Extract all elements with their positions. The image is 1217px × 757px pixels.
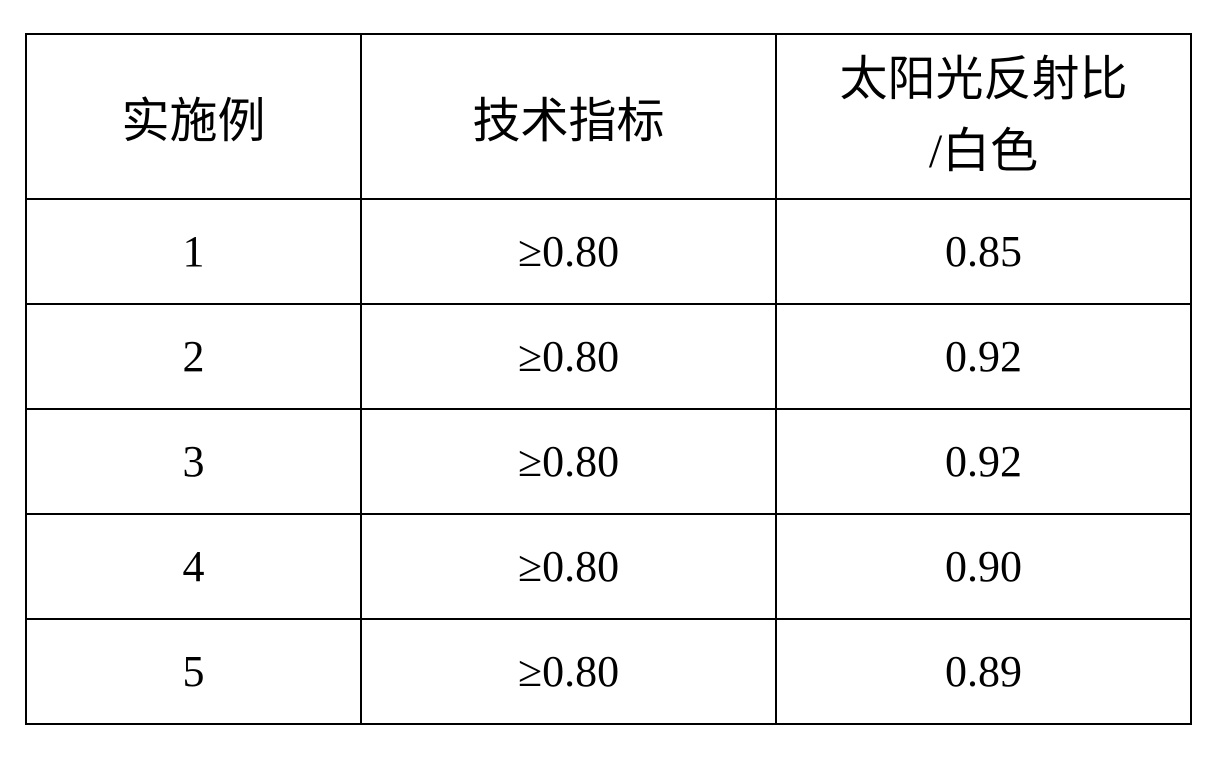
cell-spec: ≥0.80 (361, 514, 776, 619)
header-label-line1: 太阳光反射比 (839, 53, 1127, 106)
header-label: 实施例 (121, 95, 265, 148)
table-body: 1 ≥0.80 0.85 2 ≥0.80 0.92 3 ≥0.80 0.92 4… (26, 199, 1191, 724)
cell-value: 0.92 (776, 304, 1191, 409)
table-header-row: 实施例 技术指标 太阳光反射比 /白色 (26, 34, 1191, 199)
cell-value: 0.92 (776, 409, 1191, 514)
cell-example: 1 (26, 199, 361, 304)
cell-example: 4 (26, 514, 361, 619)
column-header-spec: 技术指标 (361, 34, 776, 199)
cell-spec: ≥0.80 (361, 409, 776, 514)
cell-example: 2 (26, 304, 361, 409)
cell-spec: ≥0.80 (361, 199, 776, 304)
cell-spec: ≥0.80 (361, 304, 776, 409)
cell-spec: ≥0.80 (361, 619, 776, 724)
table-row: 1 ≥0.80 0.85 (26, 199, 1191, 304)
table-row: 2 ≥0.80 0.92 (26, 304, 1191, 409)
cell-example: 3 (26, 409, 361, 514)
table-row: 4 ≥0.80 0.90 (26, 514, 1191, 619)
header-label-line2: /白色 (929, 125, 1038, 178)
cell-value: 0.85 (776, 199, 1191, 304)
data-table: 实施例 技术指标 太阳光反射比 /白色 1 ≥0.80 0.85 2 ≥0.80 (25, 33, 1192, 725)
cell-example: 5 (26, 619, 361, 724)
column-header-example: 实施例 (26, 34, 361, 199)
cell-value: 0.89 (776, 619, 1191, 724)
table-row: 5 ≥0.80 0.89 (26, 619, 1191, 724)
header-label: 技术指标 (472, 95, 664, 148)
table-container: 实施例 技术指标 太阳光反射比 /白色 1 ≥0.80 0.85 2 ≥0.80 (5, 13, 1212, 745)
cell-value: 0.90 (776, 514, 1191, 619)
column-header-value: 太阳光反射比 /白色 (776, 34, 1191, 199)
table-row: 3 ≥0.80 0.92 (26, 409, 1191, 514)
